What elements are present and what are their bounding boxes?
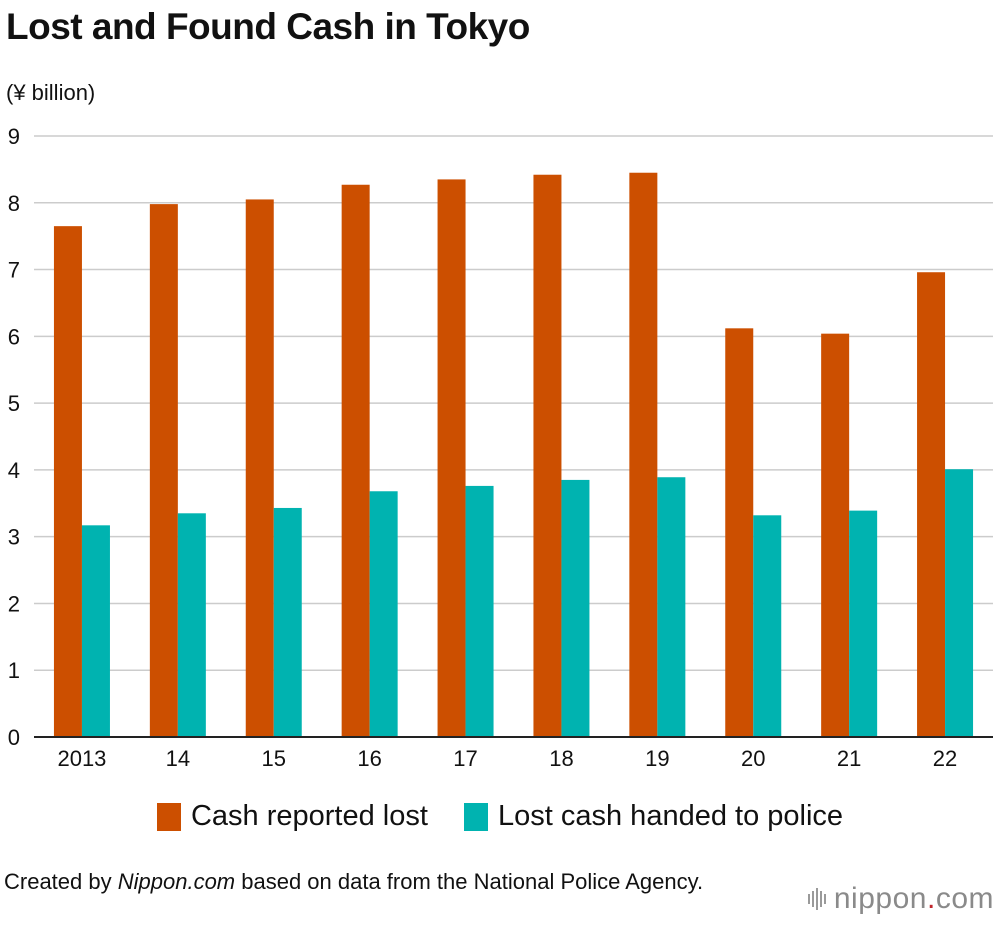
bar-cash-handed-to-police xyxy=(657,477,686,737)
bar-cash-reported-lost xyxy=(437,179,466,738)
y-tick-label: 4 xyxy=(8,458,20,483)
y-tick-label: 9 xyxy=(8,124,20,149)
x-tick-label: 20 xyxy=(741,746,765,771)
legend-swatch-lost xyxy=(156,802,181,831)
x-tick-label: 17 xyxy=(453,746,477,771)
bar-cash-reported-lost xyxy=(533,174,562,738)
x-tick-label: 16 xyxy=(357,746,381,771)
y-tick-label: 1 xyxy=(8,658,20,683)
bar-cash-handed-to-police xyxy=(81,525,110,737)
x-tick-label: 15 xyxy=(262,746,286,771)
bar-cash-handed-to-police xyxy=(273,507,302,737)
bar-cash-handed-to-police xyxy=(465,485,494,737)
source-site: Nippon.com xyxy=(117,869,236,894)
x-tick-label: 19 xyxy=(645,746,669,771)
y-tick-label: 8 xyxy=(8,191,20,216)
bar-cash-reported-lost xyxy=(725,328,754,737)
logo-tld: com xyxy=(935,882,994,915)
bar-cash-handed-to-police xyxy=(369,491,398,737)
source-note: Created by Nippon.com based on data from… xyxy=(4,867,703,896)
y-tick-label: 2 xyxy=(8,591,20,616)
bar-cash-handed-to-police xyxy=(561,479,590,737)
bar-cash-reported-lost xyxy=(917,272,946,737)
y-tick-label: 6 xyxy=(8,324,20,349)
bar-cash-reported-lost xyxy=(821,333,850,737)
bar-cash-reported-lost xyxy=(629,172,658,737)
legend-swatch-found xyxy=(464,802,488,831)
legend-item-found: Lost cash handed to police xyxy=(464,800,843,833)
logo-bars-icon xyxy=(807,888,828,910)
x-tick-label: 2013 xyxy=(57,746,106,771)
bar-cash-handed-to-police xyxy=(753,515,782,737)
legend-label-found: Lost cash handed to police xyxy=(498,800,844,832)
bar-cash-reported-lost xyxy=(341,184,370,737)
x-tick-label: 18 xyxy=(549,746,573,771)
bar-cash-reported-lost xyxy=(53,226,82,737)
source-suffix: based on data from the National Police A… xyxy=(235,869,704,894)
y-tick-label: 0 xyxy=(8,725,20,750)
logo-dot: . xyxy=(926,882,936,915)
chart-legend: Cash reported lost Lost cash handed to p… xyxy=(0,800,1000,839)
logo-name: nippon xyxy=(833,882,927,915)
nippon-logo: nippon. com xyxy=(807,882,994,916)
legend-item-lost: Cash reported lost xyxy=(156,800,428,833)
chart-title: Lost and Found Cash in Tokyo xyxy=(6,6,530,47)
bar-cash-handed-to-police xyxy=(945,469,974,737)
x-tick-label: 22 xyxy=(933,746,957,771)
bar-cash-handed-to-police xyxy=(849,510,878,737)
y-tick-label: 5 xyxy=(8,391,20,416)
bar-chart: 0 1 2 3 4 5 6 7 8 9 2013 14 15 16 17 18 19 20 21 22 xyxy=(8,124,993,771)
y-axis-unit-label: (¥ billion) xyxy=(6,80,96,105)
x-tick-label: 14 xyxy=(166,746,190,771)
legend-label-lost: Cash reported lost xyxy=(190,800,428,832)
bar-cash-reported-lost xyxy=(245,199,274,737)
x-tick-label: 21 xyxy=(837,746,861,771)
y-tick-label: 7 xyxy=(8,258,20,283)
source-prefix: Created by xyxy=(4,869,118,894)
bar-cash-handed-to-police xyxy=(177,513,206,737)
bar-cash-reported-lost xyxy=(149,204,178,737)
y-tick-label: 3 xyxy=(8,525,20,550)
